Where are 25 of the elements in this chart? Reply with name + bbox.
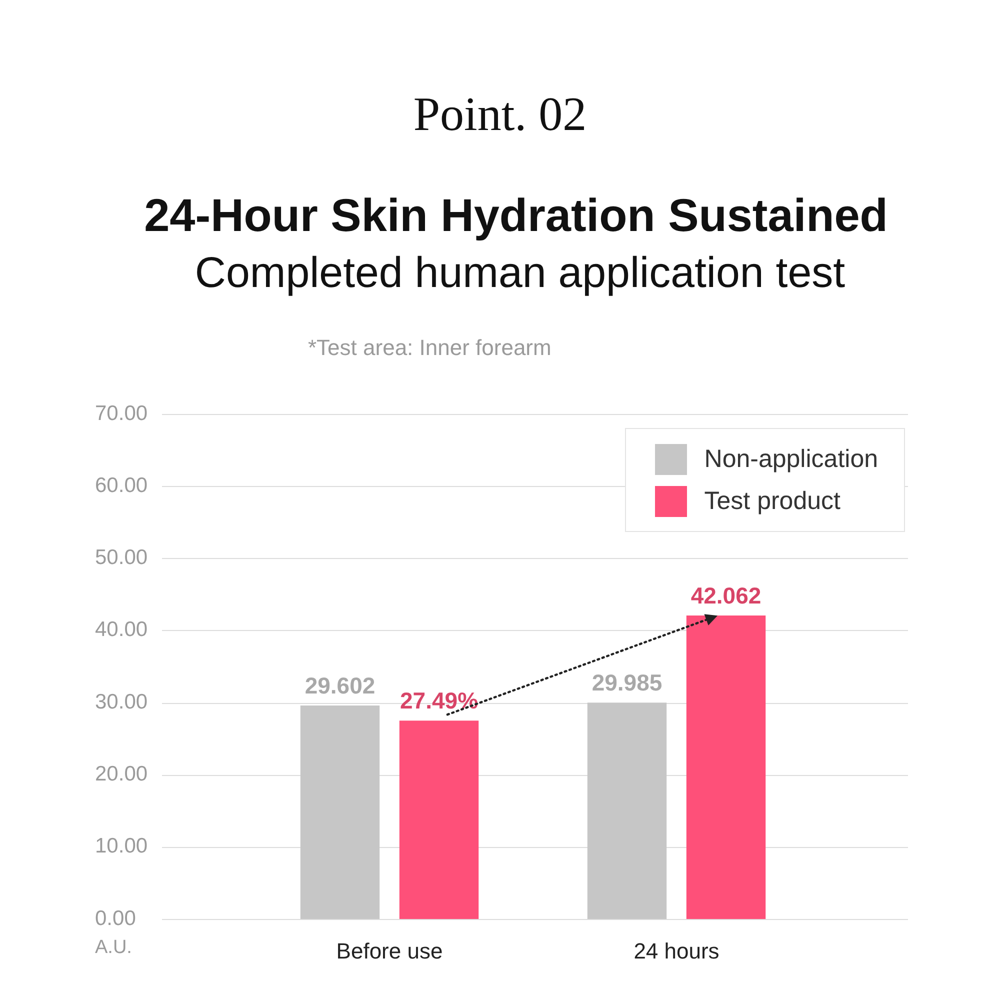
- x-tick-label: 24 hours: [634, 938, 720, 964]
- text: *Test area: Inner forearm: [308, 335, 552, 360]
- data-label: 27.49%: [400, 688, 478, 714]
- text: Point. 02: [412, 88, 588, 141]
- y-axis-title: A.U.: [95, 937, 132, 959]
- chart-title: 24-Hour Skin Hydration Sustained: [143, 189, 889, 241]
- bar: [300, 705, 380, 919]
- chart-subtitle: Completed human application test: [194, 249, 846, 297]
- data-label: 42.062: [690, 582, 762, 609]
- y-tick-label: 60.00: [95, 474, 148, 497]
- data-label: 29.602: [304, 672, 376, 698]
- data-label: 29.985: [592, 670, 662, 696]
- bar: [399, 720, 479, 919]
- legend-label: Non-application: [704, 444, 878, 474]
- y-tick-label: 50.00: [95, 546, 148, 570]
- x-tick-label: Before use: [336, 938, 443, 964]
- bar: [587, 702, 667, 919]
- y-tick-label: 70.00: [95, 402, 148, 425]
- y-tick-label: 30.00: [95, 690, 148, 714]
- y-tick-label: 40.00: [95, 618, 148, 642]
- y-tick-label: 10.00: [95, 834, 148, 858]
- y-tick-label: 20.00: [95, 762, 148, 786]
- bar: [686, 616, 766, 919]
- y-tick-label: 0.00: [95, 906, 136, 930]
- legend-label: Test product: [704, 486, 840, 516]
